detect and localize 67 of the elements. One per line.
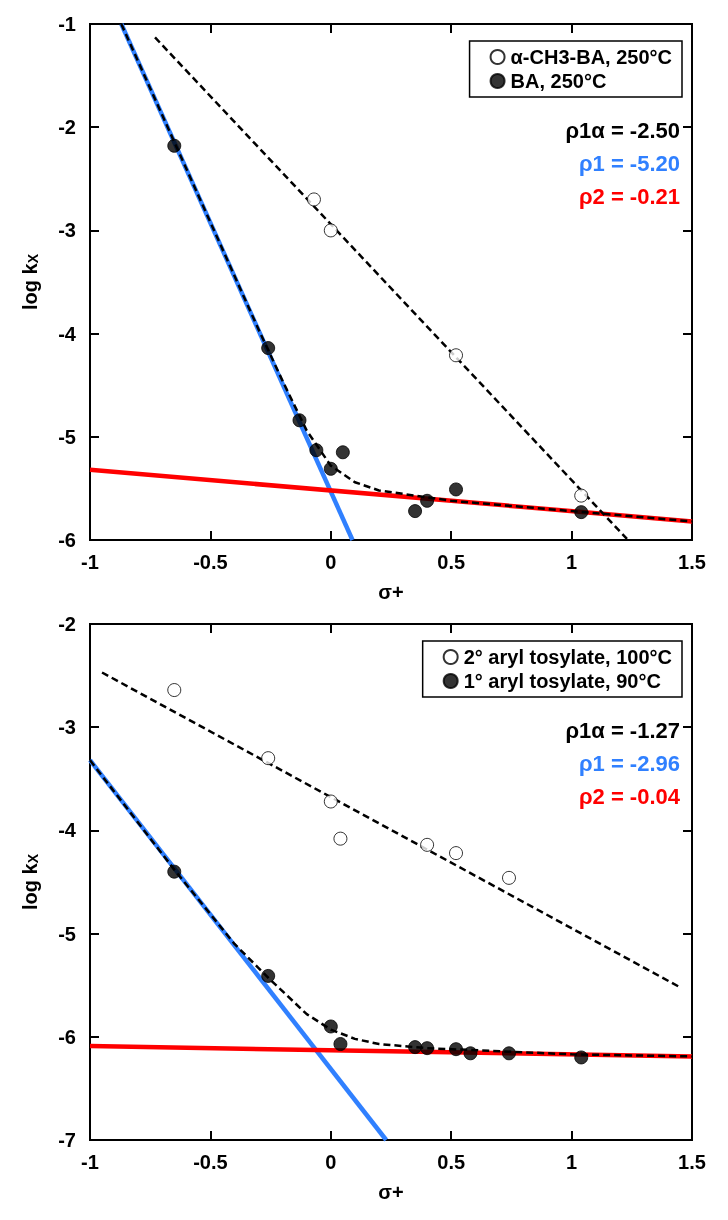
x-tick-label: 0.5	[437, 551, 466, 573]
annotation: ρ1α = -1.27	[565, 717, 680, 743]
y-tick-label: -5	[58, 425, 76, 448]
point	[449, 846, 464, 861]
point	[261, 968, 276, 983]
point	[574, 505, 589, 520]
x-axis-title: σ+	[378, 581, 404, 603]
y-tick-label: -2	[58, 613, 76, 635]
point	[420, 493, 435, 508]
point	[408, 1040, 423, 1055]
annotation: ρ1 = -5.20	[578, 150, 680, 176]
x-tick-label: 1	[566, 1151, 578, 1173]
point	[167, 683, 182, 698]
y-tick-label: -4	[58, 322, 77, 345]
point	[449, 482, 464, 497]
x-tick-label: 0	[325, 551, 337, 573]
x-axis-title: σ+	[378, 1181, 404, 1203]
point	[333, 831, 348, 846]
y-tick-label: -7	[58, 1129, 76, 1151]
point	[292, 413, 307, 428]
y-tick-label: -1	[58, 13, 76, 35]
point	[306, 192, 321, 207]
x-tick-label: -0.5	[193, 551, 228, 573]
point	[323, 1019, 338, 1034]
point	[502, 870, 516, 885]
point	[323, 223, 338, 238]
legend-label: α-CH3-BA, 250°C	[510, 46, 672, 68]
point	[420, 837, 435, 852]
legend-label: 2° aryl tosylate, 100°C	[463, 646, 673, 668]
x-tick-label: -0.5	[193, 1151, 228, 1173]
x-tick-label: 1	[566, 551, 578, 573]
point	[420, 1041, 435, 1056]
point	[502, 1046, 516, 1061]
annotation: ρ2 = -0.21	[578, 183, 680, 209]
y-tick-label: -3	[58, 716, 76, 739]
point	[261, 751, 276, 766]
y-tick-label: -6	[58, 529, 76, 551]
y-tick-label: -3	[58, 219, 76, 242]
point	[333, 1037, 348, 1052]
point	[574, 488, 589, 503]
annotation: ρ1α = -2.50	[565, 117, 680, 143]
point	[167, 864, 182, 879]
x-tick-label: -1	[81, 551, 99, 573]
point	[261, 341, 276, 356]
y-tick-label: -6	[58, 1025, 76, 1048]
point	[574, 1050, 589, 1065]
point	[449, 1042, 464, 1057]
point	[323, 794, 338, 809]
point	[309, 443, 324, 458]
legend-label: BA, 250°C	[510, 70, 607, 92]
x-tick-label: 1.5	[678, 551, 706, 573]
x-tick-label: 0.5	[437, 1151, 466, 1173]
point	[463, 1046, 478, 1061]
y-tick-label: -4	[58, 819, 77, 842]
point	[408, 504, 423, 519]
annotation: ρ2 = -0.04	[578, 783, 681, 809]
point	[167, 138, 182, 153]
point	[323, 461, 338, 476]
y-tick-label: -2	[58, 116, 76, 139]
x-tick-label: 0	[325, 1151, 337, 1173]
x-tick-label: -1	[81, 1151, 99, 1173]
legend-label: 1° aryl tosylate, 90°C	[463, 670, 661, 692]
y-tick-label: -5	[58, 922, 76, 945]
annotation: ρ1 = -2.96	[578, 750, 680, 776]
point	[449, 348, 464, 363]
x-tick-label: 1.5	[678, 1151, 706, 1173]
point	[335, 445, 350, 460]
